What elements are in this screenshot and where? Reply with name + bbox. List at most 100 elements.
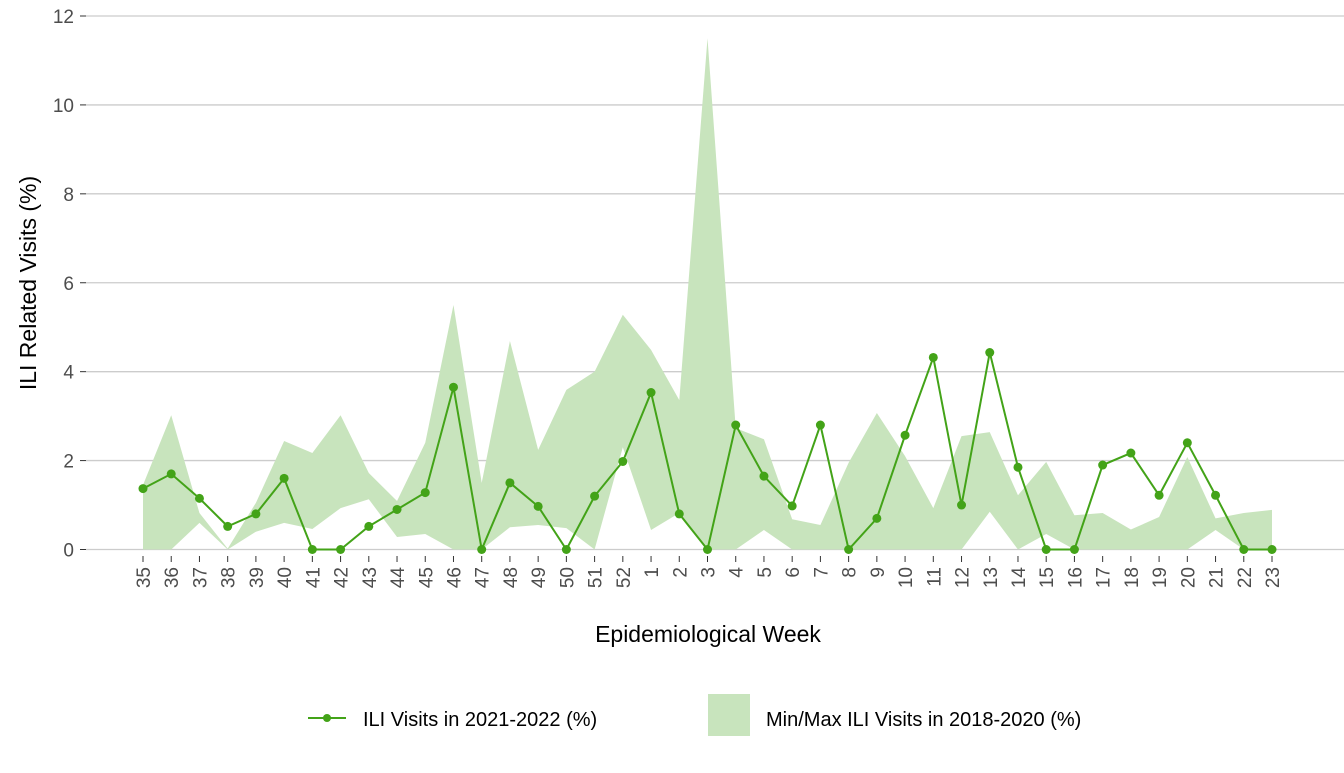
- ili-data-point: [872, 513, 882, 523]
- legend-point-swatch: [323, 714, 331, 722]
- legend: ILI Visits in 2021-2022 (%) Min/Max ILI …: [308, 694, 1081, 736]
- x-tick-label: 51: [586, 567, 607, 588]
- y-tick-label: 8: [63, 185, 74, 206]
- x-tick-label: 19: [1150, 567, 1171, 588]
- ili-data-point: [138, 484, 148, 494]
- x-tick-label: 16: [1065, 567, 1086, 588]
- ili-data-point: [561, 545, 571, 554]
- x-tick-label: 6: [783, 567, 804, 578]
- x-tick-label: 50: [557, 567, 578, 588]
- ili-data-point: [194, 493, 204, 503]
- ili-data-point: [392, 504, 402, 514]
- ili-data-point: [1239, 545, 1249, 554]
- x-tick-label: 22: [1235, 567, 1256, 588]
- x-tick-label: 2: [670, 567, 691, 578]
- y-tick-label: 4: [63, 363, 74, 384]
- ili-data-point: [1211, 490, 1221, 500]
- ili-data-point: [1041, 545, 1051, 554]
- y-tick-label: 2: [63, 452, 74, 473]
- x-axis-title: Epidemiological Week: [595, 621, 821, 647]
- y-tick-label: 0: [63, 541, 74, 562]
- y-tick-label: 6: [63, 274, 74, 295]
- ili-data-point: [166, 469, 176, 479]
- x-tick-label: 48: [501, 567, 522, 588]
- x-tick-label: 43: [360, 567, 381, 588]
- ili-data-point: [1267, 545, 1277, 554]
- ili-data-point: [533, 501, 543, 511]
- x-tick-label: 15: [1037, 567, 1058, 588]
- ili-data-point: [1154, 490, 1164, 500]
- ili-data-point: [674, 509, 684, 519]
- x-tick-label: 35: [134, 567, 155, 588]
- ili-data-point: [731, 420, 741, 430]
- x-tick-label: 47: [473, 567, 494, 588]
- x-tick-label: 10: [896, 567, 917, 588]
- legend-label-ili: ILI Visits in 2021-2022 (%): [363, 709, 597, 731]
- ili-data-point: [336, 545, 346, 554]
- ili-data-point: [448, 382, 458, 392]
- x-tick-label: 23: [1263, 567, 1284, 588]
- x-tick-label: 44: [388, 567, 409, 589]
- x-tick-label: 18: [1122, 567, 1143, 588]
- x-tick-label: 37: [190, 567, 211, 588]
- x-tick-label: 36: [162, 567, 183, 588]
- x-tick-label: 8: [840, 567, 861, 578]
- ili-data-point: [1069, 545, 1079, 554]
- x-tick-label: 21: [1207, 567, 1228, 588]
- ili-data-point: [787, 501, 797, 511]
- ili-data-point: [505, 478, 515, 488]
- ili-data-point: [703, 545, 712, 554]
- x-axis: 35 36 37 38 39 40 41 42 43 44 45 46 47 48 49 50 51 52 1 2 3 4…: [134, 556, 1284, 588]
- y-tick-label: 10: [53, 96, 74, 117]
- x-tick-label: 49: [529, 567, 550, 588]
- ili-data-point: [1126, 448, 1136, 458]
- y-axis: 0 2 4 6 8 10 12: [53, 7, 86, 562]
- ili-data-point: [900, 430, 910, 440]
- x-tick-label: 14: [1009, 567, 1030, 589]
- ili-data-point: [279, 473, 289, 483]
- y-tick-label: 12: [53, 7, 74, 28]
- x-tick-label: 20: [1178, 567, 1199, 588]
- x-tick-label: 45: [416, 567, 437, 588]
- x-tick-label: 42: [332, 567, 353, 588]
- x-tick-label: 4: [727, 567, 748, 578]
- x-tick-label: 39: [247, 567, 268, 588]
- x-tick-label: 9: [868, 567, 889, 578]
- ili-data-point: [364, 521, 374, 531]
- ili-data-point: [844, 545, 854, 554]
- legend-ribbon-swatch: [708, 694, 750, 736]
- legend-label-minmax: Min/Max ILI Visits in 2018-2020 (%): [766, 709, 1081, 731]
- x-tick-label: 7: [811, 567, 832, 578]
- x-tick-label: 17: [1094, 567, 1115, 588]
- ili-data-point: [1013, 462, 1023, 472]
- ili-data-point: [477, 545, 487, 554]
- ili-data-point: [420, 488, 430, 498]
- x-tick-label: 41: [303, 567, 324, 588]
- ili-data-point: [928, 352, 938, 362]
- ili-data-point: [251, 509, 261, 519]
- x-tick-label: 40: [275, 567, 296, 588]
- min-max-ribbon-layer: [143, 38, 1272, 550]
- ili-data-point: [646, 388, 656, 398]
- ili-data-point: [223, 521, 233, 531]
- y-axis-title: ILI Related Visits (%): [15, 176, 41, 390]
- x-tick-label: 12: [953, 567, 974, 588]
- x-tick-label: 5: [755, 567, 776, 578]
- min-max-ribbon: [143, 38, 1272, 550]
- ili-line-layer: [138, 348, 1277, 554]
- x-tick-label: 11: [924, 567, 945, 587]
- x-tick-label: 52: [614, 567, 635, 588]
- x-tick-label: 13: [981, 567, 1002, 588]
- ili-data-point: [759, 471, 769, 481]
- ili-data-point: [307, 545, 317, 554]
- x-tick-label: 46: [444, 567, 465, 588]
- x-tick-label: 38: [219, 567, 240, 588]
- x-tick-label: 3: [699, 567, 720, 578]
- ili-data-point: [815, 420, 825, 430]
- ili-data-point: [985, 348, 995, 358]
- ili-data-point: [1182, 438, 1192, 448]
- x-tick-label: 1: [642, 567, 663, 578]
- ili-data-point: [590, 491, 600, 501]
- ili-data-point: [618, 456, 628, 466]
